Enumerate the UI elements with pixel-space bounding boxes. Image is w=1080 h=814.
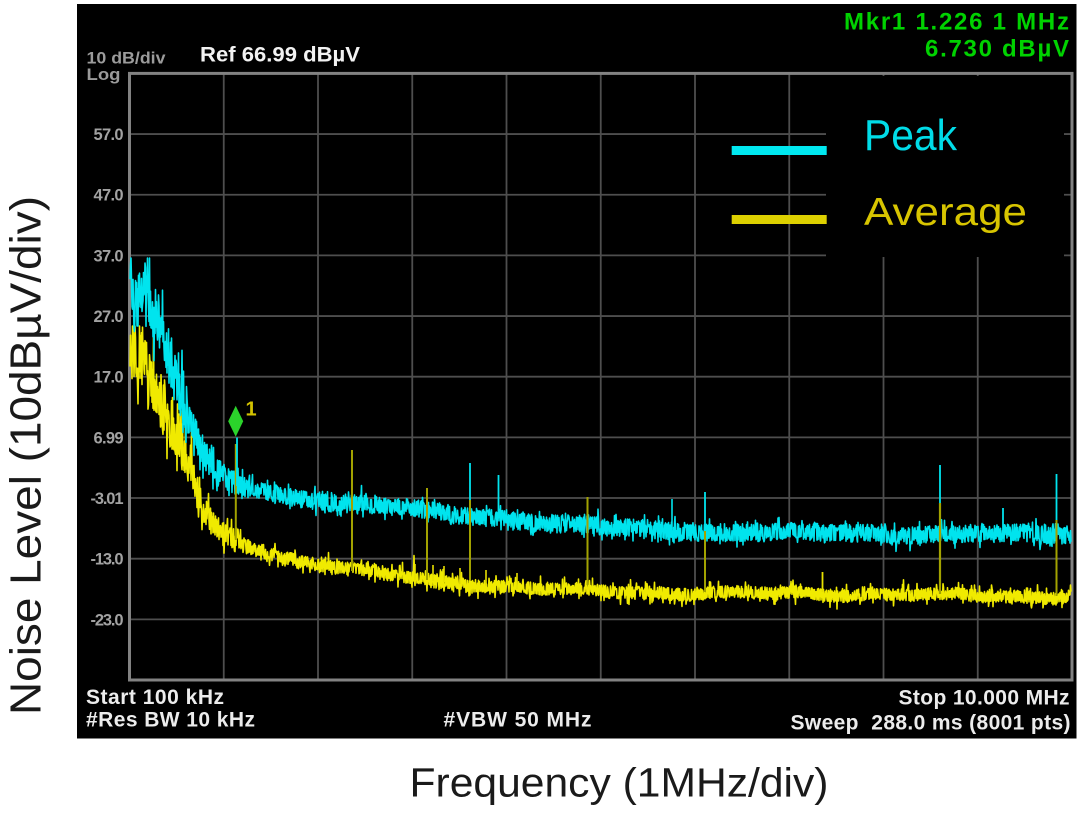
svg-text:-23.0: -23.0	[91, 611, 124, 629]
svg-text:#VBW 50 MHz: #VBW 50 MHz	[444, 709, 592, 732]
svg-text:Frequency (1MHz/div): Frequency (1MHz/div)	[410, 760, 829, 806]
svg-text:#Res BW 10 kHz: #Res BW 10 kHz	[86, 709, 255, 732]
svg-text:6.730 dBµV: 6.730 dBµV	[925, 36, 1069, 63]
svg-text:1: 1	[246, 399, 257, 421]
svg-text:6.99: 6.99	[94, 429, 124, 447]
svg-text:Mkr1 1.226 1 MHz: Mkr1 1.226 1 MHz	[844, 9, 1069, 36]
svg-text:Start 100 kHz: Start 100 kHz	[86, 686, 224, 709]
svg-text:10 dB/div: 10 dB/div	[87, 50, 167, 68]
svg-text:-3.01: -3.01	[91, 490, 124, 508]
svg-text:27.0: 27.0	[94, 308, 124, 326]
svg-text:Average: Average	[864, 191, 1027, 234]
svg-text:Stop 10.000 MHz: Stop 10.000 MHz	[899, 687, 1070, 710]
svg-text:-13.0: -13.0	[91, 551, 124, 569]
svg-text:47.0: 47.0	[94, 187, 124, 205]
svg-text:37.0: 37.0	[94, 247, 124, 265]
svg-text:Noise Level (10dBµV/div): Noise Level (10dBµV/div)	[2, 196, 51, 715]
svg-text:Peak: Peak	[864, 111, 958, 160]
svg-text:Log: Log	[87, 66, 121, 84]
svg-text:57.0: 57.0	[94, 126, 124, 144]
svg-text:Ref 66.99 dBµV: Ref 66.99 dBµV	[200, 44, 360, 67]
svg-text:Sweep 288.0 ms (8001 pts): Sweep 288.0 ms (8001 pts)	[791, 712, 1071, 735]
svg-text:17.0: 17.0	[94, 369, 124, 387]
